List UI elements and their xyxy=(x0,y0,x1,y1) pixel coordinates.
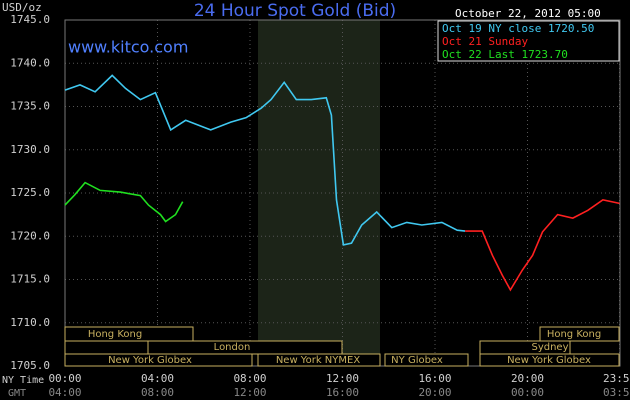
session-label: Sydney xyxy=(531,342,568,353)
x2-tick-label: 16:00 xyxy=(326,386,359,399)
legend-label: Oct 22 Last 1723.70 xyxy=(442,48,568,61)
chart-title: 24 Hour Spot Gold (Bid) xyxy=(194,1,396,21)
series-line xyxy=(64,181,184,223)
x2-tick-label: 04:00 xyxy=(48,386,81,399)
session-label: New York Globex xyxy=(108,355,192,366)
x2-tick-label: 00:00 xyxy=(511,386,544,399)
source: www.kitco.com xyxy=(68,38,188,57)
sessions: Hong Kong London New York Globex New Yor… xyxy=(64,326,620,367)
x-tick-label: 16:00 xyxy=(418,372,451,385)
x2-axis-label: GMT xyxy=(8,388,26,399)
x-tick-label: 12:00 xyxy=(326,372,359,385)
x-tick-label: 00:00 xyxy=(48,372,81,385)
series-line xyxy=(64,74,466,246)
x2-tick-label: 20:00 xyxy=(418,386,451,399)
x-tick-label: 04:00 xyxy=(141,372,174,385)
x-tick-label: 23:59 xyxy=(603,372,630,385)
y-axis-label: USD/oz xyxy=(2,1,42,14)
y-tick-label: 1745.0 xyxy=(10,13,50,26)
y-tick-label: 1715.0 xyxy=(10,273,50,286)
date: October 22, 2012 05:00 xyxy=(455,7,601,20)
y-tick-label: 1710.0 xyxy=(10,316,50,329)
session-label: New York Globex xyxy=(507,355,591,366)
x-tick-label: 08:00 xyxy=(233,372,266,385)
session-box xyxy=(257,353,381,367)
series-line xyxy=(465,199,620,292)
y-tick-label: 1730.0 xyxy=(10,143,50,156)
y-tick-label: 1720.0 xyxy=(10,229,50,242)
session-label: London xyxy=(214,342,251,353)
x-tick-label: 20:00 xyxy=(511,372,544,385)
legend-label: Oct 19 NY close 1720.50 xyxy=(442,22,594,35)
y-tick-label: 1725.0 xyxy=(10,186,50,199)
session-label: Hong Kong xyxy=(88,329,142,340)
session-label: Hong Kong xyxy=(547,329,601,340)
nymex-shade xyxy=(258,20,380,366)
session-box xyxy=(479,353,620,367)
x-axis-label: NY Time xyxy=(2,375,44,386)
x2-tick-label: 08:00 xyxy=(141,386,174,399)
session-box xyxy=(539,326,620,342)
x2-tick-label: 03:59 xyxy=(603,386,630,399)
legend-box xyxy=(437,20,620,62)
legend-label: Oct 21 Sunday xyxy=(442,35,528,48)
y-tick-label: 1705.0 xyxy=(10,359,50,372)
session-label: NY Globex xyxy=(391,355,443,366)
y-tick-label: 1735.0 xyxy=(10,100,50,113)
x2-tick-label: 12:00 xyxy=(233,386,266,399)
y-tick-label: 1740.0 xyxy=(10,56,50,69)
session-box xyxy=(64,353,253,367)
session-label: New York NYMEX xyxy=(276,355,361,366)
session-box xyxy=(384,353,469,367)
session-box xyxy=(64,340,149,355)
